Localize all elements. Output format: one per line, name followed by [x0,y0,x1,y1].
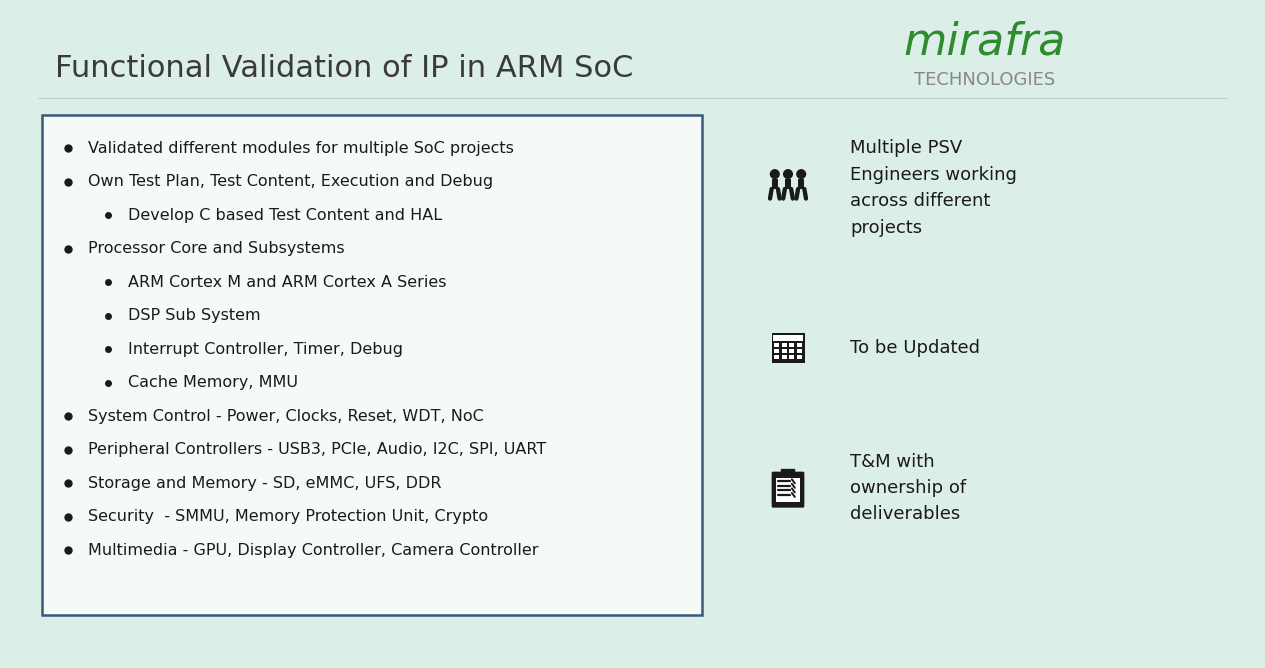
Text: Security  - SMMU, Memory Protection Unit, Crypto: Security - SMMU, Memory Protection Unit,… [89,509,488,524]
FancyBboxPatch shape [773,335,803,341]
Circle shape [770,170,779,178]
FancyBboxPatch shape [782,343,787,347]
Text: To be Updated: To be Updated [850,339,980,357]
Text: Validated different modules for multiple SoC projects: Validated different modules for multiple… [89,140,514,156]
Text: Interrupt Controller, Timer, Debug: Interrupt Controller, Timer, Debug [128,341,404,357]
FancyBboxPatch shape [774,355,779,359]
Text: Multiple PSV
Engineers working
across different
projects: Multiple PSV Engineers working across di… [850,140,1017,236]
FancyBboxPatch shape [781,469,796,477]
Text: Storage and Memory - SD, eMMC, UFS, DDR: Storage and Memory - SD, eMMC, UFS, DDR [89,476,441,490]
FancyBboxPatch shape [772,472,805,508]
FancyBboxPatch shape [789,343,794,347]
FancyBboxPatch shape [42,115,702,615]
Text: Peripheral Controllers - USB3, PCIe, Audio, I2C, SPI, UART: Peripheral Controllers - USB3, PCIe, Aud… [89,442,546,457]
FancyBboxPatch shape [798,180,805,189]
FancyBboxPatch shape [784,180,791,189]
Text: Cache Memory, MMU: Cache Memory, MMU [128,375,299,390]
Text: System Control - Power, Clocks, Reset, WDT, NoC: System Control - Power, Clocks, Reset, W… [89,409,483,424]
Text: ARM Cortex M and ARM Cortex A Series: ARM Cortex M and ARM Cortex A Series [128,275,447,289]
Circle shape [797,170,806,178]
FancyBboxPatch shape [797,355,802,359]
FancyBboxPatch shape [782,349,787,353]
FancyBboxPatch shape [797,349,802,353]
Text: T&M with
ownership of
deliverables: T&M with ownership of deliverables [850,453,966,524]
FancyBboxPatch shape [772,180,778,189]
Text: Own Test Plan, Test Content, Execution and Debug: Own Test Plan, Test Content, Execution a… [89,174,493,189]
Text: Develop C based Test Content and HAL: Develop C based Test Content and HAL [128,208,443,222]
FancyBboxPatch shape [772,333,805,363]
Text: Processor Core and Subsystems: Processor Core and Subsystems [89,241,344,256]
Text: Multimedia - GPU, Display Controller, Camera Controller: Multimedia - GPU, Display Controller, Ca… [89,542,539,558]
Text: mirafra: mirafra [903,21,1066,63]
FancyBboxPatch shape [789,349,794,353]
Text: DSP Sub System: DSP Sub System [128,308,261,323]
Text: TECHNOLOGIES: TECHNOLOGIES [915,71,1055,89]
FancyBboxPatch shape [782,355,787,359]
FancyBboxPatch shape [777,478,799,502]
Circle shape [784,170,792,178]
FancyBboxPatch shape [789,355,794,359]
FancyBboxPatch shape [774,349,779,353]
FancyBboxPatch shape [774,343,779,347]
FancyBboxPatch shape [797,343,802,347]
Text: Functional Validation of IP in ARM SoC: Functional Validation of IP in ARM SoC [54,53,634,83]
